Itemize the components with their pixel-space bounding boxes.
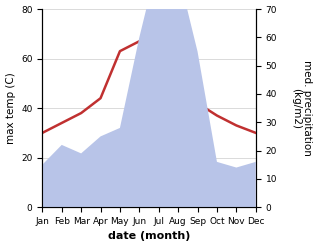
Y-axis label: med. precipitation
(kg/m2): med. precipitation (kg/m2): [291, 60, 313, 156]
X-axis label: date (month): date (month): [108, 231, 190, 242]
Y-axis label: max temp (C): max temp (C): [5, 72, 16, 144]
